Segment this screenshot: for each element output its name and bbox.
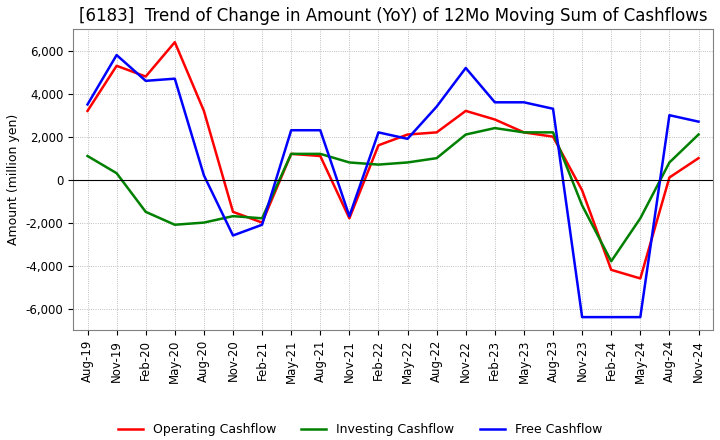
Free Cashflow: [345, 213, 354, 219]
Operating Cashflow: [112, 63, 121, 69]
Free Cashflow: [258, 222, 266, 227]
Free Cashflow: [403, 136, 412, 142]
Free Cashflow: [229, 233, 238, 238]
Free Cashflow: [520, 100, 528, 105]
Investing Cashflow: [490, 125, 499, 131]
Free Cashflow: [287, 128, 295, 133]
Free Cashflow: [199, 173, 208, 178]
Free Cashflow: [316, 128, 325, 133]
Operating Cashflow: [171, 40, 179, 45]
Investing Cashflow: [374, 162, 383, 167]
Investing Cashflow: [578, 203, 587, 208]
Free Cashflow: [84, 102, 92, 107]
Investing Cashflow: [287, 151, 295, 157]
Investing Cashflow: [141, 209, 150, 214]
Free Cashflow: [112, 52, 121, 58]
Investing Cashflow: [462, 132, 470, 137]
Investing Cashflow: [112, 171, 121, 176]
Investing Cashflow: [432, 155, 441, 161]
Free Cashflow: [549, 106, 557, 111]
Investing Cashflow: [694, 132, 703, 137]
Operating Cashflow: [199, 108, 208, 114]
Investing Cashflow: [607, 259, 616, 264]
Operating Cashflow: [258, 220, 266, 225]
Investing Cashflow: [171, 222, 179, 227]
Free Cashflow: [171, 76, 179, 81]
Investing Cashflow: [636, 216, 644, 221]
Operating Cashflow: [432, 130, 441, 135]
Operating Cashflow: [694, 155, 703, 161]
Legend: Operating Cashflow, Investing Cashflow, Free Cashflow: Operating Cashflow, Investing Cashflow, …: [112, 417, 608, 440]
Investing Cashflow: [316, 151, 325, 157]
Operating Cashflow: [578, 188, 587, 193]
Operating Cashflow: [520, 130, 528, 135]
Operating Cashflow: [462, 108, 470, 114]
Operating Cashflow: [549, 134, 557, 139]
Free Cashflow: [578, 315, 587, 320]
Investing Cashflow: [199, 220, 208, 225]
Operating Cashflow: [345, 216, 354, 221]
Investing Cashflow: [665, 160, 674, 165]
Operating Cashflow: [316, 154, 325, 159]
Line: Operating Cashflow: Operating Cashflow: [88, 42, 698, 279]
Title: [6183]  Trend of Change in Amount (YoY) of 12Mo Moving Sum of Cashflows: [6183] Trend of Change in Amount (YoY) o…: [78, 7, 707, 25]
Investing Cashflow: [345, 160, 354, 165]
Free Cashflow: [636, 315, 644, 320]
Free Cashflow: [607, 315, 616, 320]
Operating Cashflow: [636, 276, 644, 281]
Free Cashflow: [665, 113, 674, 118]
Operating Cashflow: [141, 74, 150, 79]
Investing Cashflow: [520, 130, 528, 135]
Free Cashflow: [374, 130, 383, 135]
Operating Cashflow: [374, 143, 383, 148]
Operating Cashflow: [665, 175, 674, 180]
Investing Cashflow: [258, 216, 266, 221]
Investing Cashflow: [403, 160, 412, 165]
Free Cashflow: [432, 104, 441, 109]
Free Cashflow: [462, 65, 470, 70]
Operating Cashflow: [607, 267, 616, 272]
Y-axis label: Amount (million yen): Amount (million yen): [7, 114, 20, 245]
Operating Cashflow: [490, 117, 499, 122]
Free Cashflow: [694, 119, 703, 124]
Investing Cashflow: [229, 213, 238, 219]
Investing Cashflow: [549, 130, 557, 135]
Free Cashflow: [490, 100, 499, 105]
Line: Free Cashflow: Free Cashflow: [88, 55, 698, 317]
Operating Cashflow: [229, 209, 238, 214]
Line: Investing Cashflow: Investing Cashflow: [88, 128, 698, 261]
Operating Cashflow: [84, 108, 92, 114]
Investing Cashflow: [84, 154, 92, 159]
Operating Cashflow: [403, 132, 412, 137]
Free Cashflow: [141, 78, 150, 84]
Operating Cashflow: [287, 151, 295, 157]
